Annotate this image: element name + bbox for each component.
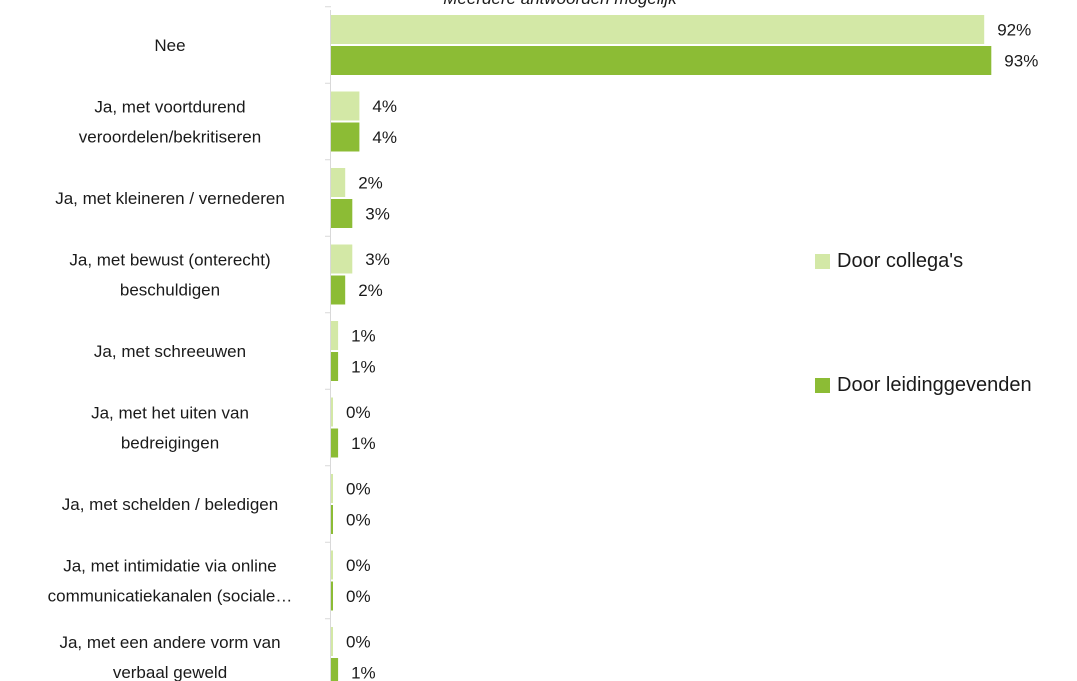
data-label-leidinggevenden: 2% — [358, 281, 383, 300]
data-label-collegas: 92% — [997, 21, 1031, 40]
data-label-collegas: 0% — [346, 480, 371, 499]
data-label-leidinggevenden: 93% — [1004, 52, 1038, 71]
bar-leidinggevenden — [331, 199, 353, 228]
data-label-leidinggevenden: 4% — [372, 128, 397, 147]
data-label-collegas: 1% — [351, 327, 376, 346]
bar-leidinggevenden — [331, 581, 333, 611]
data-label-leidinggevenden: 0% — [346, 587, 371, 606]
category-label: Ja, met kleineren / vernederen — [55, 189, 285, 208]
data-labels: 92% 93% 4% 4% 2% 3% 3% 2% 1% 1% 0% 1% 0% 0% 0% 0% 0% 1% — [346, 21, 1038, 681]
legend-swatch-collegas — [815, 254, 830, 269]
bars — [331, 15, 992, 681]
bar-collegas — [331, 397, 333, 427]
category-label: Ja, met intimidatie via online communicat… — [48, 557, 293, 606]
bar-collegas — [331, 91, 360, 121]
bar-collegas — [331, 321, 339, 350]
data-label-collegas: 3% — [365, 250, 390, 269]
data-label-leidinggevenden: 1% — [351, 434, 376, 453]
category-label: Ja, met bewust (onterecht) beschuldigen — [69, 251, 270, 300]
category-label: Ja, met schelden / beledigen — [62, 495, 278, 514]
data-label-leidinggevenden: 3% — [365, 205, 390, 224]
bar-collegas — [331, 15, 985, 44]
bar-leidinggevenden — [331, 122, 360, 152]
data-label-collegas: 0% — [346, 403, 371, 422]
data-label-collegas: 4% — [372, 97, 397, 116]
legend-item-leidinggevenden: Door leidinggevenden — [815, 374, 1032, 397]
bar-collegas — [331, 627, 333, 656]
chart-subtitle: Meerdere antwoorden mogelijk — [330, 0, 790, 9]
bar-leidinggevenden — [331, 275, 346, 305]
legend-label-collegas: Door collega's — [837, 250, 964, 272]
category-label: Ja, met schreeuwen — [94, 342, 246, 361]
legend-label-leidinggevenden: Door leidinggevenden — [837, 374, 1032, 396]
bar-collegas — [331, 474, 333, 503]
data-label-leidinggevenden: 1% — [351, 358, 376, 377]
category-axis-ticks — [325, 6, 331, 620]
bar-collegas — [331, 244, 353, 274]
legend-swatch-leidinggevenden — [815, 378, 830, 393]
category-label: Ja, met een andere vorm van verbaal gewel… — [59, 633, 280, 681]
category-label: Ja, met het uiten van bedreigingen — [91, 404, 249, 453]
category-label: Ja, met voortdurend veroordelen/bekritise… — [79, 98, 261, 147]
bar-leidinggevenden — [331, 505, 333, 534]
data-label-leidinggevenden: 1% — [351, 664, 376, 681]
bar-leidinggevenden — [331, 428, 339, 458]
bar-leidinggevenden — [331, 46, 992, 75]
category-label: Nee — [154, 36, 185, 55]
bar-collegas — [331, 550, 333, 580]
data-label-collegas: 0% — [346, 556, 371, 575]
data-label-leidinggevenden: 0% — [346, 511, 371, 530]
bar-leidinggevenden — [331, 658, 339, 681]
data-label-collegas: 2% — [358, 174, 383, 193]
bar-leidinggevenden — [331, 352, 339, 381]
category-labels: Nee Ja, met voortdurend veroordelen/bekrit… — [48, 36, 293, 681]
bar-collegas — [331, 168, 346, 197]
data-label-collegas: 0% — [346, 633, 371, 652]
legend-item-collegas: Door collega's — [815, 250, 963, 273]
